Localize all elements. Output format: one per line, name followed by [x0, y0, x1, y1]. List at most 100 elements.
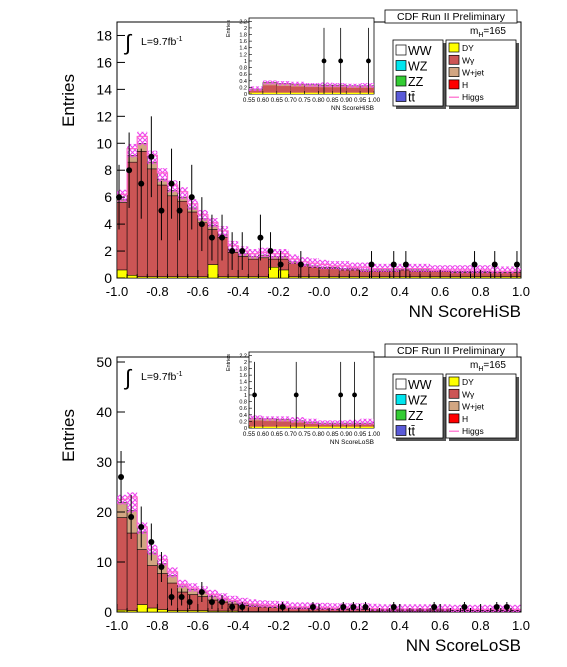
- y-tick-label-3: 30: [96, 454, 112, 470]
- x-axis-title: NN ScoreHiSB: [409, 302, 521, 321]
- higgs-band-32: [440, 604, 451, 612]
- legend-swatch-0: [395, 44, 407, 56]
- mass-sub: H: [478, 366, 483, 373]
- bar-W-26: [379, 271, 390, 277]
- inset-band-2: [276, 416, 291, 422]
- y-tick-label-5: 10: [96, 135, 112, 151]
- data-point-13: [279, 604, 286, 610]
- data-point-6: [176, 207, 183, 214]
- bar-W-1: [126, 532, 138, 611]
- higgs-band-0: [117, 189, 128, 202]
- bar-W-0: [116, 517, 128, 611]
- inset-bar-dy-7: [346, 92, 361, 94]
- x-tick-label-1: -0.8: [146, 284, 168, 299]
- higgs-band-29: [409, 263, 420, 272]
- inset-x-tick-label-5: 0.80: [312, 97, 325, 104]
- x-tick-label-2: -0.6: [187, 284, 209, 299]
- x-tick-label-10: 1.0: [512, 284, 530, 299]
- data-point-11: [229, 604, 236, 610]
- legend-label-1: WZ: [408, 60, 428, 74]
- x-tick-label-7: 0.4: [391, 618, 409, 633]
- inset-bar-wg-3: [290, 86, 305, 94]
- x-tick-label-0: -1.0: [106, 618, 128, 633]
- bar-DY-15: [268, 266, 279, 279]
- inset-y-axis-title: Entries: [226, 354, 232, 371]
- data-point-1: [126, 167, 133, 174]
- x-tick-label-2: -0.6: [187, 618, 209, 633]
- data-point-14: [309, 604, 316, 610]
- higgs-band-4: [157, 168, 168, 182]
- mass-label: mH=165: [470, 360, 506, 373]
- bar-W-25: [369, 271, 380, 277]
- inset-bar-dy-4: [304, 426, 319, 428]
- data-point-6: [178, 594, 185, 600]
- bar-DY-0: [116, 269, 128, 279]
- higgs-band-30: [420, 263, 431, 272]
- mass-sub: H: [478, 32, 483, 39]
- data-point-10: [219, 234, 226, 241]
- higgs-band-26: [379, 263, 390, 272]
- x-tick-label-5: -0.0: [308, 618, 330, 633]
- bar-W-4: [157, 184, 168, 277]
- bar-W-15: [268, 607, 279, 612]
- data-point-8: [198, 221, 205, 228]
- inset-bar-dy-1: [262, 426, 277, 428]
- higgs-band-35: [470, 604, 481, 613]
- inset-band-7: [346, 419, 361, 426]
- y-tick-label-1: 10: [96, 554, 112, 570]
- legend-label-3: tt̄: [408, 91, 415, 105]
- inset-band-3: [290, 417, 305, 423]
- inset-x-tick-label-5: 0.80: [312, 431, 325, 438]
- inset-bar-dy-8: [360, 92, 374, 94]
- higgs-band-17: [288, 602, 299, 610]
- inset-x-tick-label-7: 0.90: [340, 431, 353, 438]
- lumi-text: L=9.7fb: [141, 371, 176, 383]
- legend-label-4: DY: [462, 43, 474, 53]
- lumi-text: L=9.7fb: [141, 36, 176, 48]
- inset-bar-wg-7: [346, 87, 361, 94]
- bar-W-8: [197, 596, 209, 611]
- data-point-7: [186, 599, 193, 605]
- higgs-band-20: [319, 602, 330, 611]
- data-point-8: [198, 589, 205, 595]
- data-point-19: [431, 604, 438, 610]
- inset-band-4: [304, 418, 319, 425]
- inset-bar-wg-1: [262, 421, 277, 428]
- inset-bar-dy-5: [318, 92, 333, 94]
- x-tick-label-8: 0.6: [431, 284, 449, 299]
- inset-band-1: [262, 416, 277, 421]
- inset-bar-wg-3: [290, 422, 305, 428]
- inset-y-tick-label-3: 0.6: [239, 72, 247, 78]
- data-point-18: [390, 261, 397, 268]
- legend-swatch-3: [395, 425, 407, 436]
- mass-value: =165: [483, 360, 506, 371]
- higgs-band-36: [480, 265, 491, 274]
- bar-DY-9: [207, 264, 219, 279]
- x-tick-label-1: -0.8: [146, 618, 168, 633]
- inset-band-8: [360, 83, 374, 88]
- y-tick-label-2: 4: [104, 216, 112, 232]
- legend-label-0: WW: [408, 378, 432, 392]
- higgs-band-7: [187, 199, 198, 210]
- inset-bar-dy-2: [276, 426, 291, 428]
- data-point-11: [229, 248, 236, 255]
- inset-y-tick-label-1: 0.2: [239, 85, 247, 91]
- x-tick-label-4: -0.2: [267, 284, 289, 299]
- legend-label-1: WZ: [408, 394, 428, 408]
- higgs-band-14: [258, 600, 269, 608]
- inset-band-0: [249, 415, 263, 421]
- data-point-12: [239, 604, 246, 610]
- lumi-label: L=9.7fb-1: [141, 371, 183, 383]
- inset-bar-dy-8: [360, 426, 374, 428]
- bar-W-1: [126, 161, 138, 276]
- x-tick-label-3: -0.4: [227, 618, 249, 633]
- bar-W-19: [308, 266, 320, 277]
- bar-W-13: [248, 606, 259, 612]
- inset-x-tick-label-0: 0.55: [243, 431, 256, 438]
- inset-y-tick-label-6: 1.2: [239, 52, 247, 58]
- header-text: CDF Run II Preliminary: [397, 11, 506, 23]
- legend-label-8: Higgs: [462, 92, 484, 102]
- data-point-16: [297, 261, 304, 268]
- bar-W-7: [187, 211, 199, 277]
- mass-label: mH=165: [470, 26, 506, 39]
